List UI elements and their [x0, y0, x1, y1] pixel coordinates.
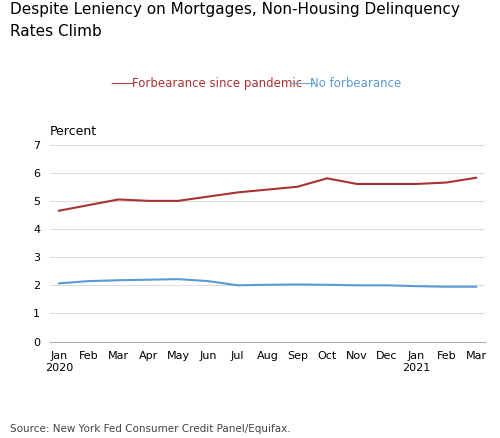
Text: ——: —— — [290, 77, 315, 90]
Text: Percent: Percent — [50, 125, 97, 138]
Text: Rates Climb: Rates Climb — [10, 24, 102, 39]
Text: ——: —— — [110, 77, 135, 90]
Text: Forbearance since pandemic: Forbearance since pandemic — [132, 77, 302, 90]
Text: Source: New York Fed Consumer Credit Panel/Equifax.: Source: New York Fed Consumer Credit Pan… — [10, 424, 290, 434]
Text: No forbearance: No forbearance — [310, 77, 401, 90]
Text: Despite Leniency on Mortgages, Non-Housing Delinquency: Despite Leniency on Mortgages, Non-Housi… — [10, 2, 460, 17]
